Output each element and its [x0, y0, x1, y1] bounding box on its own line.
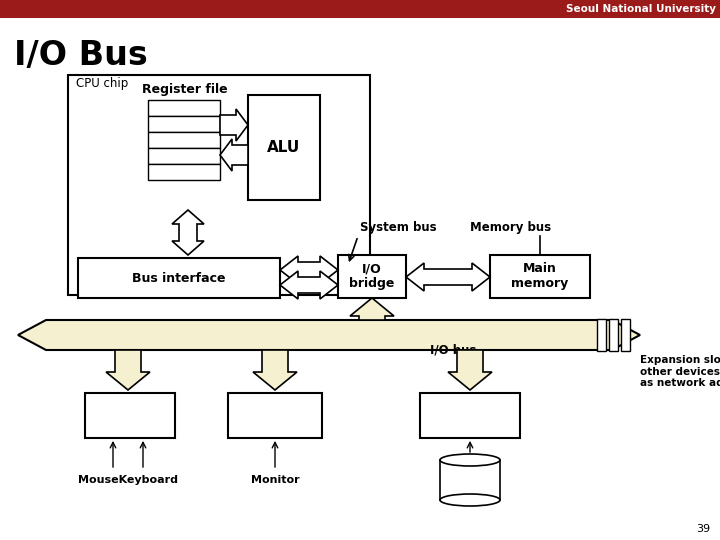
- Text: I/O Bus: I/O Bus: [14, 38, 148, 71]
- Text: Main
memory: Main memory: [511, 262, 569, 290]
- Polygon shape: [220, 139, 248, 171]
- Text: MouseKeyboard: MouseKeyboard: [78, 475, 178, 485]
- Bar: [248, 95, 320, 200]
- Ellipse shape: [440, 454, 500, 466]
- Text: Graphics
adapter: Graphics adapter: [244, 401, 306, 429]
- Bar: [148, 116, 220, 132]
- Bar: [490, 255, 590, 298]
- Polygon shape: [350, 298, 394, 320]
- Text: 39: 39: [696, 524, 710, 534]
- Bar: [597, 319, 606, 351]
- Bar: [609, 319, 618, 351]
- Text: Disk
controller: Disk controller: [436, 401, 504, 429]
- Text: Expansion slots for
other devices such
as network adapters.: Expansion slots for other devices such a…: [640, 355, 720, 388]
- Bar: [68, 75, 370, 295]
- Text: Seoul National University: Seoul National University: [566, 4, 716, 14]
- Polygon shape: [280, 256, 338, 284]
- Polygon shape: [253, 350, 297, 390]
- Bar: [420, 393, 520, 438]
- Text: System bus: System bus: [360, 221, 436, 234]
- Bar: [621, 319, 630, 351]
- Polygon shape: [18, 320, 640, 350]
- Text: Register file: Register file: [142, 83, 228, 96]
- Text: Disk: Disk: [455, 476, 485, 489]
- Text: I/O bus: I/O bus: [430, 343, 477, 356]
- Bar: [148, 132, 220, 148]
- Text: Bus interface: Bus interface: [132, 272, 226, 285]
- Text: ALU: ALU: [267, 139, 301, 154]
- Bar: [148, 164, 220, 180]
- Bar: [0, 0, 720, 18]
- Bar: [148, 100, 220, 116]
- Polygon shape: [280, 271, 338, 299]
- Bar: [85, 393, 175, 438]
- Ellipse shape: [440, 494, 500, 506]
- Text: USB
controller: USB controller: [96, 401, 164, 429]
- Text: CPU chip: CPU chip: [76, 77, 128, 90]
- Bar: [148, 148, 220, 164]
- Polygon shape: [406, 263, 490, 291]
- Polygon shape: [220, 109, 248, 141]
- Text: Memory bus: Memory bus: [470, 221, 551, 234]
- Bar: [78, 258, 280, 298]
- Bar: [440, 460, 500, 500]
- Polygon shape: [172, 210, 204, 255]
- Polygon shape: [448, 350, 492, 390]
- Text: Monitor: Monitor: [251, 475, 300, 485]
- Polygon shape: [106, 350, 150, 390]
- Text: I/O
bridge: I/O bridge: [349, 262, 395, 290]
- Bar: [228, 393, 322, 438]
- Bar: [338, 255, 406, 298]
